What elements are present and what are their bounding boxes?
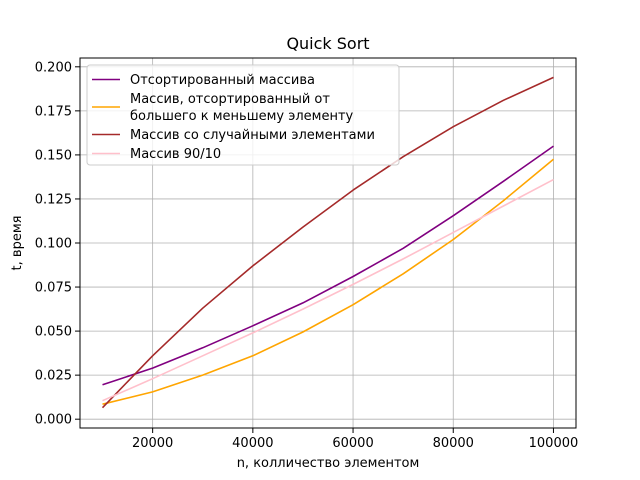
series-line-4	[102, 178, 554, 402]
x-tick-label: 60000	[332, 436, 373, 451]
y-tick-label: 0.100	[35, 237, 72, 252]
x-tick-label: 80000	[433, 436, 474, 451]
legend-label-3: Массив со случайными элементами	[130, 128, 375, 143]
x-tick-label: 20000	[132, 436, 173, 451]
y-tick-label: 0.150	[35, 148, 72, 163]
y-tick-label: 0.200	[35, 60, 72, 75]
y-tick-label: 0.025	[35, 369, 72, 384]
y-tick-label: 0.050	[35, 325, 72, 340]
legend-label-4: Массив 90/10	[130, 147, 221, 162]
legend: Отсортированный массива Массив, отсортиро…	[86, 64, 400, 166]
x-tick-label: 40000	[232, 436, 273, 451]
y-axis-ticks: 0.000 0.025 0.050 0.075 0.100 0.125 0.150 0.175…	[35, 60, 80, 428]
y-tick-label: 0.175	[35, 104, 72, 119]
x-axis-ticks: 20000 40000 60000 80000 100000	[132, 428, 578, 451]
y-axis-label: t, время	[10, 216, 25, 271]
series-line-3	[101, 76, 554, 409]
x-axis-label: n, колличество элементом	[237, 456, 420, 471]
legend-label-1: Отсортированный массива	[130, 73, 315, 88]
y-tick-label: 0.000	[35, 413, 72, 428]
chart-title: Quick Sort	[286, 34, 369, 53]
series-line-1	[102, 145, 554, 386]
y-tick-label: 0.075	[35, 281, 72, 296]
x-tick-label: 100000	[529, 436, 579, 451]
legend-label-2: Массив, отсортированный от большего к мен…	[130, 92, 354, 124]
series-lines	[101, 76, 555, 409]
legend-box	[86, 64, 400, 166]
y-tick-label: 0.125	[35, 192, 72, 207]
